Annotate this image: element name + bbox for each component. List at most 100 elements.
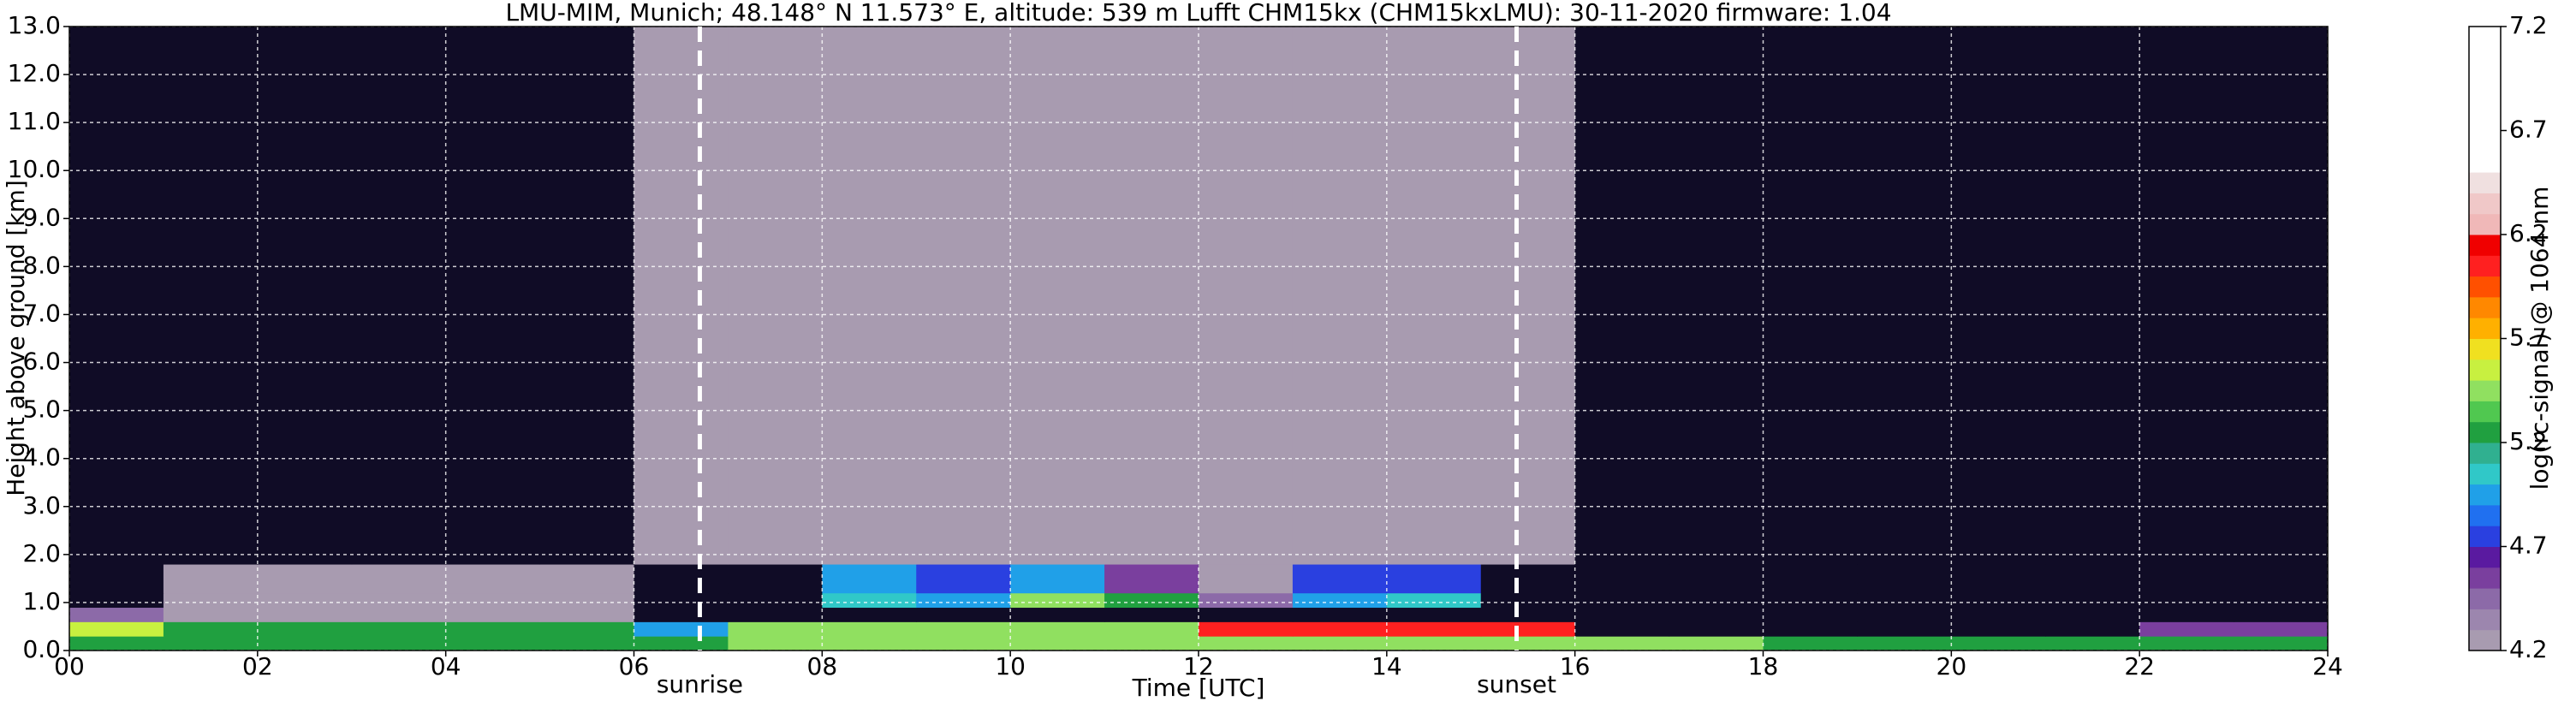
- colorbar-segment: [2469, 484, 2501, 506]
- heatmap-cell: [163, 564, 259, 594]
- heatmap-cell: [2139, 607, 2234, 622]
- heatmap-cell: [1951, 607, 2046, 622]
- heatmap-cell: [634, 564, 729, 594]
- y-tick-label: 1.0: [22, 587, 61, 615]
- colorbar-segment: [2469, 380, 2501, 401]
- heatmap-cell: [257, 621, 353, 637]
- heatmap-cell: [539, 636, 634, 651]
- colorbar-segment: [2469, 130, 2501, 152]
- heatmap-cell: [1199, 218, 1294, 315]
- heatmap-cell: [2045, 592, 2140, 609]
- heatmap-cell: [1010, 564, 1105, 594]
- heatmap-cell: [445, 636, 541, 651]
- heatmap-cell: [163, 607, 259, 622]
- heatmap-cell: [1386, 592, 1482, 609]
- heatmap-cell: [1292, 636, 1388, 651]
- colorbar-segment: [2469, 110, 2501, 131]
- heatmap-cell: [2139, 592, 2234, 609]
- heatmap-cell: [822, 314, 917, 412]
- x-tick-label: 22: [2124, 652, 2155, 680]
- heatmap-cell: [69, 636, 164, 651]
- heatmap-cell: [351, 564, 447, 594]
- heatmap-cell: [916, 636, 1011, 651]
- chart-title: LMU-MIM, Munich; 48.148° N 11.573° E, al…: [505, 0, 1891, 27]
- heatmap-cell: [1951, 122, 2046, 219]
- x-tick-label: 16: [1560, 652, 1591, 680]
- heatmap-cell: [1010, 506, 1105, 565]
- colorbar-segment: [2469, 629, 2501, 651]
- heatmap-cell: [822, 592, 917, 609]
- annotation-label: sunset: [1477, 670, 1556, 698]
- heatmap-cell: [1763, 607, 1858, 622]
- heatmap-cell: [445, 506, 541, 565]
- heatmap-cell: [257, 607, 353, 622]
- heatmap-cell: [1292, 607, 1388, 622]
- heatmap-cell: [1857, 592, 1952, 609]
- plot-frame: [68, 26, 2329, 651]
- y-tick-label: 4.0: [22, 443, 61, 472]
- colorbar-segment: [2469, 463, 2501, 485]
- heatmap-cell: [2045, 636, 2140, 651]
- x-tick-label: 20: [1936, 652, 1967, 680]
- colorbar-segment: [2469, 88, 2501, 110]
- heatmap-cell: [1574, 410, 1670, 508]
- heatmap-cell: [916, 564, 1011, 594]
- heatmap-cell: [2045, 506, 2140, 565]
- y-tick-label: 2.0: [22, 539, 61, 567]
- colorbar-segment: [2469, 609, 2501, 631]
- x-tick-label: 18: [1748, 652, 1779, 680]
- heatmap-cell: [1199, 410, 1294, 508]
- heatmap-cell: [1574, 506, 1670, 565]
- colorbar-segment: [2469, 172, 2501, 193]
- heatmap-cell: [1574, 122, 1670, 219]
- y-tick-label: 3.0: [22, 491, 61, 520]
- heatmap-cell: [1104, 506, 1199, 565]
- heatmap-cell: [1199, 314, 1294, 412]
- heatmap-cell: [1386, 506, 1482, 565]
- heatmap-cell: [1951, 621, 2046, 637]
- heatmap-cell: [163, 592, 259, 609]
- heatmap-cell: [1104, 607, 1199, 622]
- heatmap-cell: [1480, 607, 1576, 622]
- heatmap-cell: [1292, 564, 1388, 594]
- heatmap-cell: [1292, 592, 1388, 609]
- x-tick-label: 12: [1183, 652, 1214, 680]
- heatmap-cell: [257, 564, 353, 594]
- heatmap-cell: [1480, 564, 1576, 594]
- heatmap-cell: [163, 636, 259, 651]
- colorbar-segment: [2469, 235, 2501, 256]
- y-tick-label: 13.0: [8, 11, 61, 39]
- colorbar-segment: [2469, 47, 2501, 69]
- y-tick-label: 10.0: [8, 155, 61, 183]
- heatmap-cell: [1574, 27, 1670, 123]
- heatmap-cell: [257, 506, 353, 565]
- heatmap-cell: [1480, 621, 1576, 637]
- heatmap-cell: [2045, 607, 2140, 622]
- heatmap-cell: [1951, 218, 2046, 315]
- y-tick-label: 5.0: [22, 395, 61, 424]
- x-tick-label: 02: [242, 652, 273, 680]
- heatmap-cell: [2234, 607, 2329, 622]
- heatmap-cell: [2045, 564, 2140, 594]
- colorbar-segment: [2469, 255, 2501, 277]
- heatmap-cell: [2234, 621, 2329, 637]
- heatmap-cell: [916, 621, 1011, 637]
- colorbar-tick-label: 7.2: [2509, 11, 2548, 39]
- heatmap-cell: [1574, 564, 1670, 594]
- heatmap-cell: [69, 564, 164, 594]
- colorbar-segment: [2469, 421, 2501, 443]
- colorbar-segment: [2469, 276, 2501, 298]
- heatmap-cell: [1763, 592, 1858, 609]
- heatmap-cell: [1763, 564, 1858, 594]
- heatmap-cell: [539, 607, 634, 622]
- heatmap-cell: [69, 506, 164, 565]
- heatmap-cell: [822, 218, 917, 315]
- colorbar-tick-label: 5.7: [2509, 324, 2548, 352]
- heatmap-cell: [1574, 607, 1670, 622]
- heatmap-cell: [163, 506, 259, 565]
- colorbar-segment: [2469, 443, 2501, 464]
- heatmap-cell: [1763, 506, 1858, 565]
- heatmap-cell: [351, 607, 447, 622]
- heatmap-cell: [1199, 564, 1294, 594]
